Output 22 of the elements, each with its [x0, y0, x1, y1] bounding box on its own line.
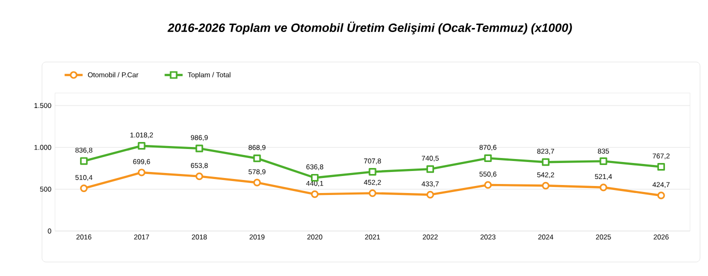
point: [368, 189, 376, 197]
point: [368, 168, 376, 176]
point: [138, 168, 146, 176]
point: [196, 144, 204, 152]
point: [80, 184, 88, 192]
point: [426, 165, 434, 173]
point: [196, 172, 204, 180]
point: [426, 190, 434, 199]
point: [657, 163, 665, 171]
point: [138, 142, 146, 150]
point: [253, 178, 261, 186]
point: [484, 181, 492, 189]
point: [600, 184, 608, 192]
point: [253, 154, 261, 162]
point: [80, 157, 88, 165]
chart-title: 2016-2026 Toplam ve Otomobil Üretim Gelişimi (Ocak-Temmuz) (x1000): [168, 22, 572, 34]
point: [542, 182, 550, 190]
point: [657, 192, 665, 200]
point: [542, 158, 550, 166]
point: [484, 154, 492, 162]
point: [600, 157, 608, 165]
point: [310, 190, 319, 198]
